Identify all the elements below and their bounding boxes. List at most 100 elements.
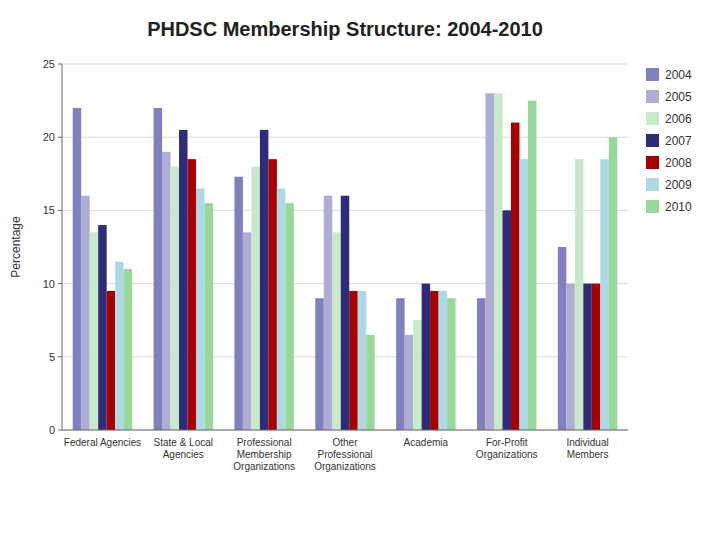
category-label-line: Professional (237, 437, 292, 448)
category-label-line: Members (567, 449, 609, 460)
bar (422, 284, 430, 430)
category-label-line: Organizations (233, 461, 295, 472)
tick-label: 15 (43, 204, 55, 216)
category-label-line: Organizations (476, 449, 538, 460)
legend-label: 2010 (665, 200, 692, 214)
legend-label: 2008 (665, 156, 692, 170)
tick-mark (58, 64, 62, 65)
bar (502, 210, 510, 430)
bar (494, 93, 502, 430)
legend-label: 2009 (665, 178, 692, 192)
bar (430, 291, 438, 430)
category-label: Federal Agencies (64, 437, 141, 448)
bar (268, 159, 276, 430)
tick-mark (58, 430, 62, 431)
legend-swatch (646, 68, 659, 81)
bar (315, 298, 323, 430)
tick-mark (58, 210, 62, 211)
bar (171, 166, 179, 430)
category-label-line: State & Local (154, 437, 213, 448)
legend: 2004200520062007200820092010 (646, 68, 692, 214)
bar (277, 188, 285, 430)
bar (511, 123, 519, 430)
tick-label: 25 (43, 58, 55, 70)
bar (396, 298, 404, 430)
bar (73, 108, 81, 430)
category-label-line: Other (332, 437, 358, 448)
tick-label: 5 (49, 351, 55, 363)
y-axis-label: Percentage (9, 216, 23, 278)
y-axis-ticks: 0510152025 (43, 58, 62, 436)
bar (196, 188, 204, 430)
category-label: OtherProfessionalOrganizations (314, 437, 376, 472)
y-axis-line (62, 64, 63, 430)
bar (341, 196, 349, 430)
tick-label: 10 (43, 278, 55, 290)
series (124, 101, 618, 430)
bar (485, 93, 493, 430)
category-label-line: Professional (317, 449, 372, 460)
bar (558, 247, 566, 430)
bar (600, 159, 608, 430)
bar (609, 137, 617, 430)
x-axis-labels: Federal Agencies State & LocalAgencies Pro… (64, 437, 609, 472)
bar (251, 166, 259, 430)
legend-swatch (646, 134, 659, 147)
grid-line (62, 64, 628, 65)
legend-swatch (646, 112, 659, 125)
page: {"chart_data": {"type": "bar", "title": … (0, 0, 720, 540)
bar (205, 203, 213, 430)
bar (90, 232, 98, 430)
bar (592, 284, 600, 430)
category-label-line: Academia (404, 437, 449, 448)
legend-label: 2004 (665, 68, 692, 82)
grid-line (62, 137, 628, 138)
legend-swatch (646, 90, 659, 103)
bar (234, 177, 242, 430)
bar (439, 291, 447, 430)
category-label: State & LocalAgencies (154, 437, 213, 460)
category-label: Academia (404, 437, 449, 448)
bars (73, 93, 618, 430)
category-label-line: For-Profit (486, 437, 528, 448)
bar (405, 335, 413, 430)
series (107, 123, 601, 430)
bar (285, 203, 293, 430)
category-label-line: Individual (566, 437, 608, 448)
bar (243, 232, 251, 430)
bar (324, 196, 332, 430)
series (90, 93, 584, 430)
title: PHDSC Membership Structure: 2004-2010 (147, 18, 543, 40)
legend-swatch (646, 178, 659, 191)
bar (583, 284, 591, 430)
bar (162, 152, 170, 430)
category-label: IndividualMembers (566, 437, 608, 460)
legend-swatch (646, 200, 659, 213)
bar (188, 159, 196, 430)
bar (575, 159, 583, 430)
tick-mark (58, 356, 62, 357)
bar (358, 291, 366, 430)
bar (566, 284, 574, 430)
tick-label: 20 (43, 131, 55, 143)
bar (154, 108, 162, 430)
bar (413, 320, 421, 430)
bar (179, 130, 187, 430)
chart: PHDSC Membership Structure: 2004-2010051… (0, 0, 720, 540)
bar (124, 269, 132, 430)
category-label-line: Organizations (314, 461, 376, 472)
bar (477, 298, 485, 430)
legend-label: 2005 (665, 90, 692, 104)
legend-label: 2006 (665, 112, 692, 126)
tick-mark (58, 283, 62, 284)
category-label-line: Agencies (163, 449, 204, 460)
bar (528, 101, 536, 430)
category-label-line: Membership (237, 449, 292, 460)
bar (98, 225, 106, 430)
bar (519, 159, 527, 430)
bar (115, 262, 123, 430)
bar (447, 298, 455, 430)
category-label-line: Federal Agencies (64, 437, 141, 448)
grid-line (62, 430, 628, 431)
category-label: For-ProfitOrganizations (476, 437, 538, 460)
